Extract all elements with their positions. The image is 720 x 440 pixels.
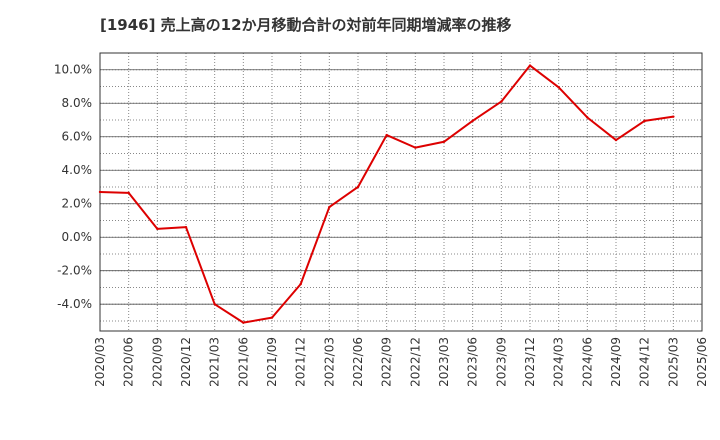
x-tick-label: 2024/03	[552, 337, 566, 387]
y-tick-label: 6.0%	[62, 130, 93, 144]
x-tick-label: 2021/09	[265, 337, 279, 387]
series	[98, 64, 675, 324]
data-point	[270, 316, 274, 319]
y-tick-label: 8.0%	[62, 96, 93, 110]
data-point	[528, 64, 532, 67]
y-tick-label: 2.0%	[62, 197, 93, 211]
x-tick-label: 2023/09	[494, 337, 508, 387]
x-tick-label: 2022/03	[322, 337, 336, 387]
data-point	[328, 205, 331, 209]
data-point	[385, 133, 388, 137]
x-tick-label: 2021/03	[208, 337, 222, 387]
x-tick-label: 2020/03	[93, 337, 107, 387]
data-point	[586, 116, 589, 119]
x-tick-label: 2025/06	[695, 337, 709, 387]
x-tick-label: 2022/06	[351, 337, 365, 387]
x-tick-label: 2021/06	[236, 337, 250, 387]
data-point	[98, 190, 102, 194]
x-tick-label: 2020/09	[150, 337, 164, 387]
y-tick-label: -4.0%	[57, 297, 92, 311]
x-tick-label: 2024/09	[609, 337, 623, 387]
x-tick-label: 2021/12	[294, 337, 308, 387]
data-point	[672, 115, 675, 118]
data-point	[156, 227, 159, 231]
axes	[99, 52, 703, 332]
data-point	[643, 119, 646, 123]
x-tick-label: 2023/03	[437, 337, 451, 387]
y-tick-label: 10.0%	[54, 63, 92, 77]
x-tick-label: 2023/06	[466, 337, 480, 387]
chart-title: [1946] 売上高の12か月移動合計の対前年同期増減率の推移	[100, 16, 512, 34]
x-tick-label: 2020/06	[122, 337, 136, 387]
y-tick-label: 4.0%	[62, 163, 93, 177]
x-tick-label: 2024/12	[638, 337, 652, 387]
x-tick-label: 2025/03	[666, 337, 680, 387]
x-tick-label: 2022/12	[408, 337, 422, 387]
data-point	[242, 321, 245, 324]
y-tick-label: -2.0%	[57, 264, 92, 278]
y-tick-label: 0.0%	[62, 230, 93, 244]
data-point	[184, 225, 188, 229]
x-tick-label: 2023/12	[523, 337, 537, 387]
y-tick-labels: 10.0% 8.0% 6.0% 4.0% 2.0% 0.0% -2.0% -4.0%	[54, 63, 92, 311]
plot-frame	[99, 52, 703, 332]
data-point	[500, 100, 503, 103]
x-tick-label: 2020/12	[179, 337, 193, 387]
data-point	[299, 282, 302, 286]
data-point	[127, 191, 130, 195]
data-point	[614, 138, 618, 142]
data-point	[213, 303, 216, 306]
x-tick-label: 2024/06	[580, 337, 594, 387]
x-tick-labels: 2020/03 2020/06 2020/09 2020/12 2021/03 2021/…	[93, 337, 709, 387]
data-point	[557, 86, 560, 89]
x-tick-label: 2022/09	[380, 337, 394, 387]
data-point	[442, 140, 446, 143]
grid-lines	[99, 53, 703, 331]
data-point	[471, 119, 474, 123]
data-point	[414, 146, 417, 149]
data-point	[356, 185, 360, 189]
